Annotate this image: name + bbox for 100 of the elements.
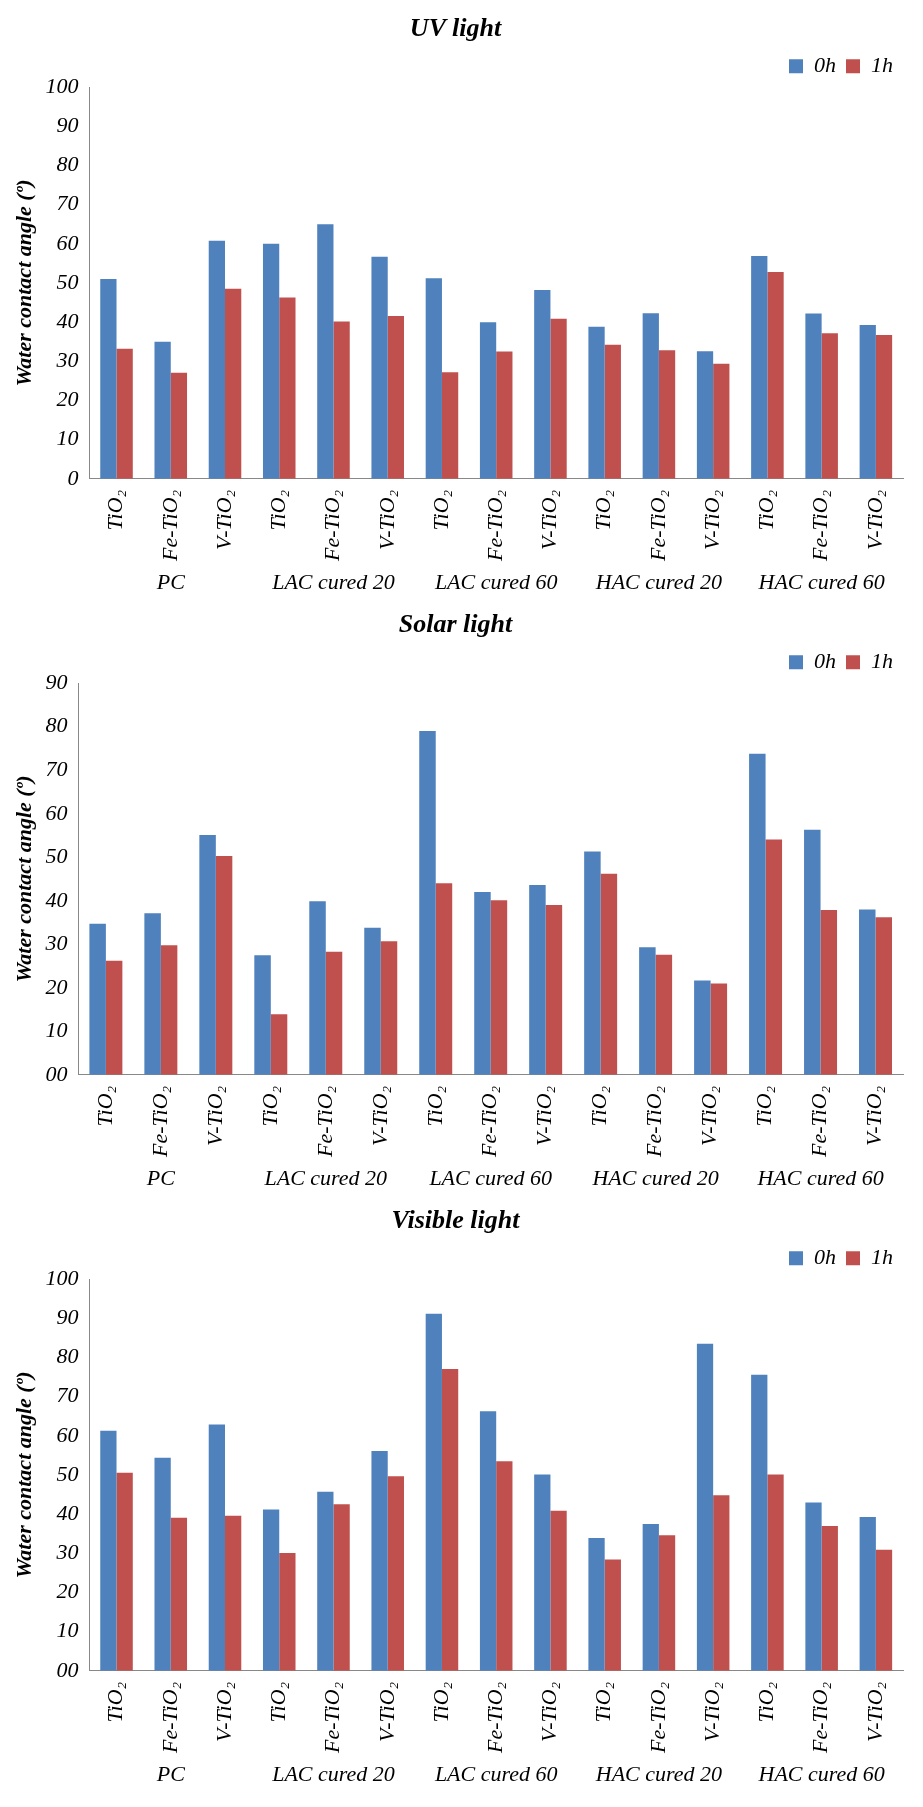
text: LAC cured 60 [428,1164,553,1190]
y-tick-label: 40 [56,307,79,333]
bar [435,883,453,1075]
y-tick-label: 60 [56,229,79,255]
bar [317,1491,334,1671]
bar [875,335,893,479]
text: LAC cured 20 [271,1760,395,1786]
bar [694,980,711,1075]
bar [100,279,117,479]
bar [550,318,567,479]
x-tick-label: V-TiO₂ [861,1681,887,1743]
bar [821,1525,838,1671]
bar [642,1523,659,1671]
y-tick-label: 70 [45,756,68,781]
x-tick-label: TiO₂ [590,1681,616,1723]
bar [496,351,513,479]
x-tick-label: Fe-TiO₂ [644,1681,670,1754]
text: PC [155,568,186,594]
bar [550,1510,567,1671]
x-tick-label: Fe-TiO₂ [156,1681,182,1754]
bar [713,1495,730,1671]
bar [529,885,546,1075]
legend-label: 1h [871,647,893,673]
legend-label: 1h [871,51,893,77]
bar [309,901,326,1075]
bar [262,243,280,479]
y-tick-label: 30 [55,1539,79,1565]
y-tick-label: 30 [44,930,68,956]
y-tick-label: 50 [56,268,79,294]
bar [441,372,459,479]
y-tick-label: 20 [45,973,68,999]
x-tick-label: TiO₂ [590,489,616,531]
bar [658,350,676,479]
x-tick-label: Fe-TiO₂ [644,489,670,562]
bar [875,917,893,1075]
bar [710,983,728,1075]
x-tick-label: Fe-TiO₂ [481,1681,507,1754]
y-tick-label: 50 [56,1460,79,1486]
bar [588,326,605,479]
bar [333,321,350,479]
bar [333,1504,350,1671]
bar [496,1461,513,1671]
chart-title: Visible light [391,1205,521,1235]
bar [371,256,388,479]
bar [767,272,784,479]
legend-label: 0h [814,1243,836,1269]
text: LAC cured 20 [271,568,395,594]
y-axis-title: Water contact angle (º) [10,1371,36,1579]
bar [89,923,106,1075]
bar [116,1472,133,1671]
bar [425,1313,442,1671]
text: LAC cured 20 [263,1164,388,1190]
x-tick-label: Fe-TiO₂ [319,1681,345,1754]
bar [387,1476,404,1671]
text: LAC cured 60 [433,1760,558,1786]
y-tick-label: 70 [56,190,79,216]
text: HAC cured 20 [591,1164,719,1190]
bar [604,1559,621,1671]
x-tick-label: Fe-TiO₂ [806,1085,832,1158]
bar [805,313,822,479]
x-tick-label: TiO₂ [102,1681,128,1723]
x-tick-label: Fe-TiO₂ [319,489,345,562]
text: HAC cured 60 [756,1164,884,1190]
x-tick-label: TiO₂ [421,1085,447,1127]
text: HAC cured 20 [594,1760,723,1786]
bar [545,905,563,1075]
bar [425,278,442,479]
text: HAC cured 20 [594,568,723,594]
y-tick-label: 00 [56,1656,79,1682]
y-tick-label: 50 [45,843,68,869]
bar [380,941,398,1075]
bar [600,873,618,1075]
y-tick-label: 40 [56,1499,79,1525]
x-tick-label: V-TiO₂ [698,1681,724,1743]
bar [821,333,838,479]
y-tick-label: 80 [56,1343,79,1369]
y-axis-title: Water contact angle (º) [10,775,36,983]
y-tick-label: 70 [56,1382,79,1408]
chart-title: UV light [409,13,502,43]
bar [642,313,659,479]
text: HAC cured 60 [757,1760,885,1786]
bar [859,324,876,479]
y-tick-label: 10 [45,1017,68,1043]
x-tick-label: V-TiO₂ [696,1085,722,1147]
text: LAC cured 60 [433,568,558,594]
y-tick-label: 60 [45,799,68,825]
x-tick-label: Fe-TiO₂ [641,1085,667,1158]
bar [225,288,242,479]
x-tick-label: Fe-TiO₂ [481,489,507,562]
legend-label: 0h [814,647,836,673]
x-tick-label: V-TiO₂ [210,1681,236,1743]
bar [604,344,621,479]
y-axis-title: Water contact angle (º) [10,179,36,387]
bar [225,1515,242,1671]
bar [208,240,225,479]
x-tick-label: TiO₂ [256,1085,282,1127]
bar [820,909,838,1075]
bar [170,372,188,479]
bar [713,363,730,479]
x-tick-label: Fe-TiO₂ [146,1085,172,1158]
